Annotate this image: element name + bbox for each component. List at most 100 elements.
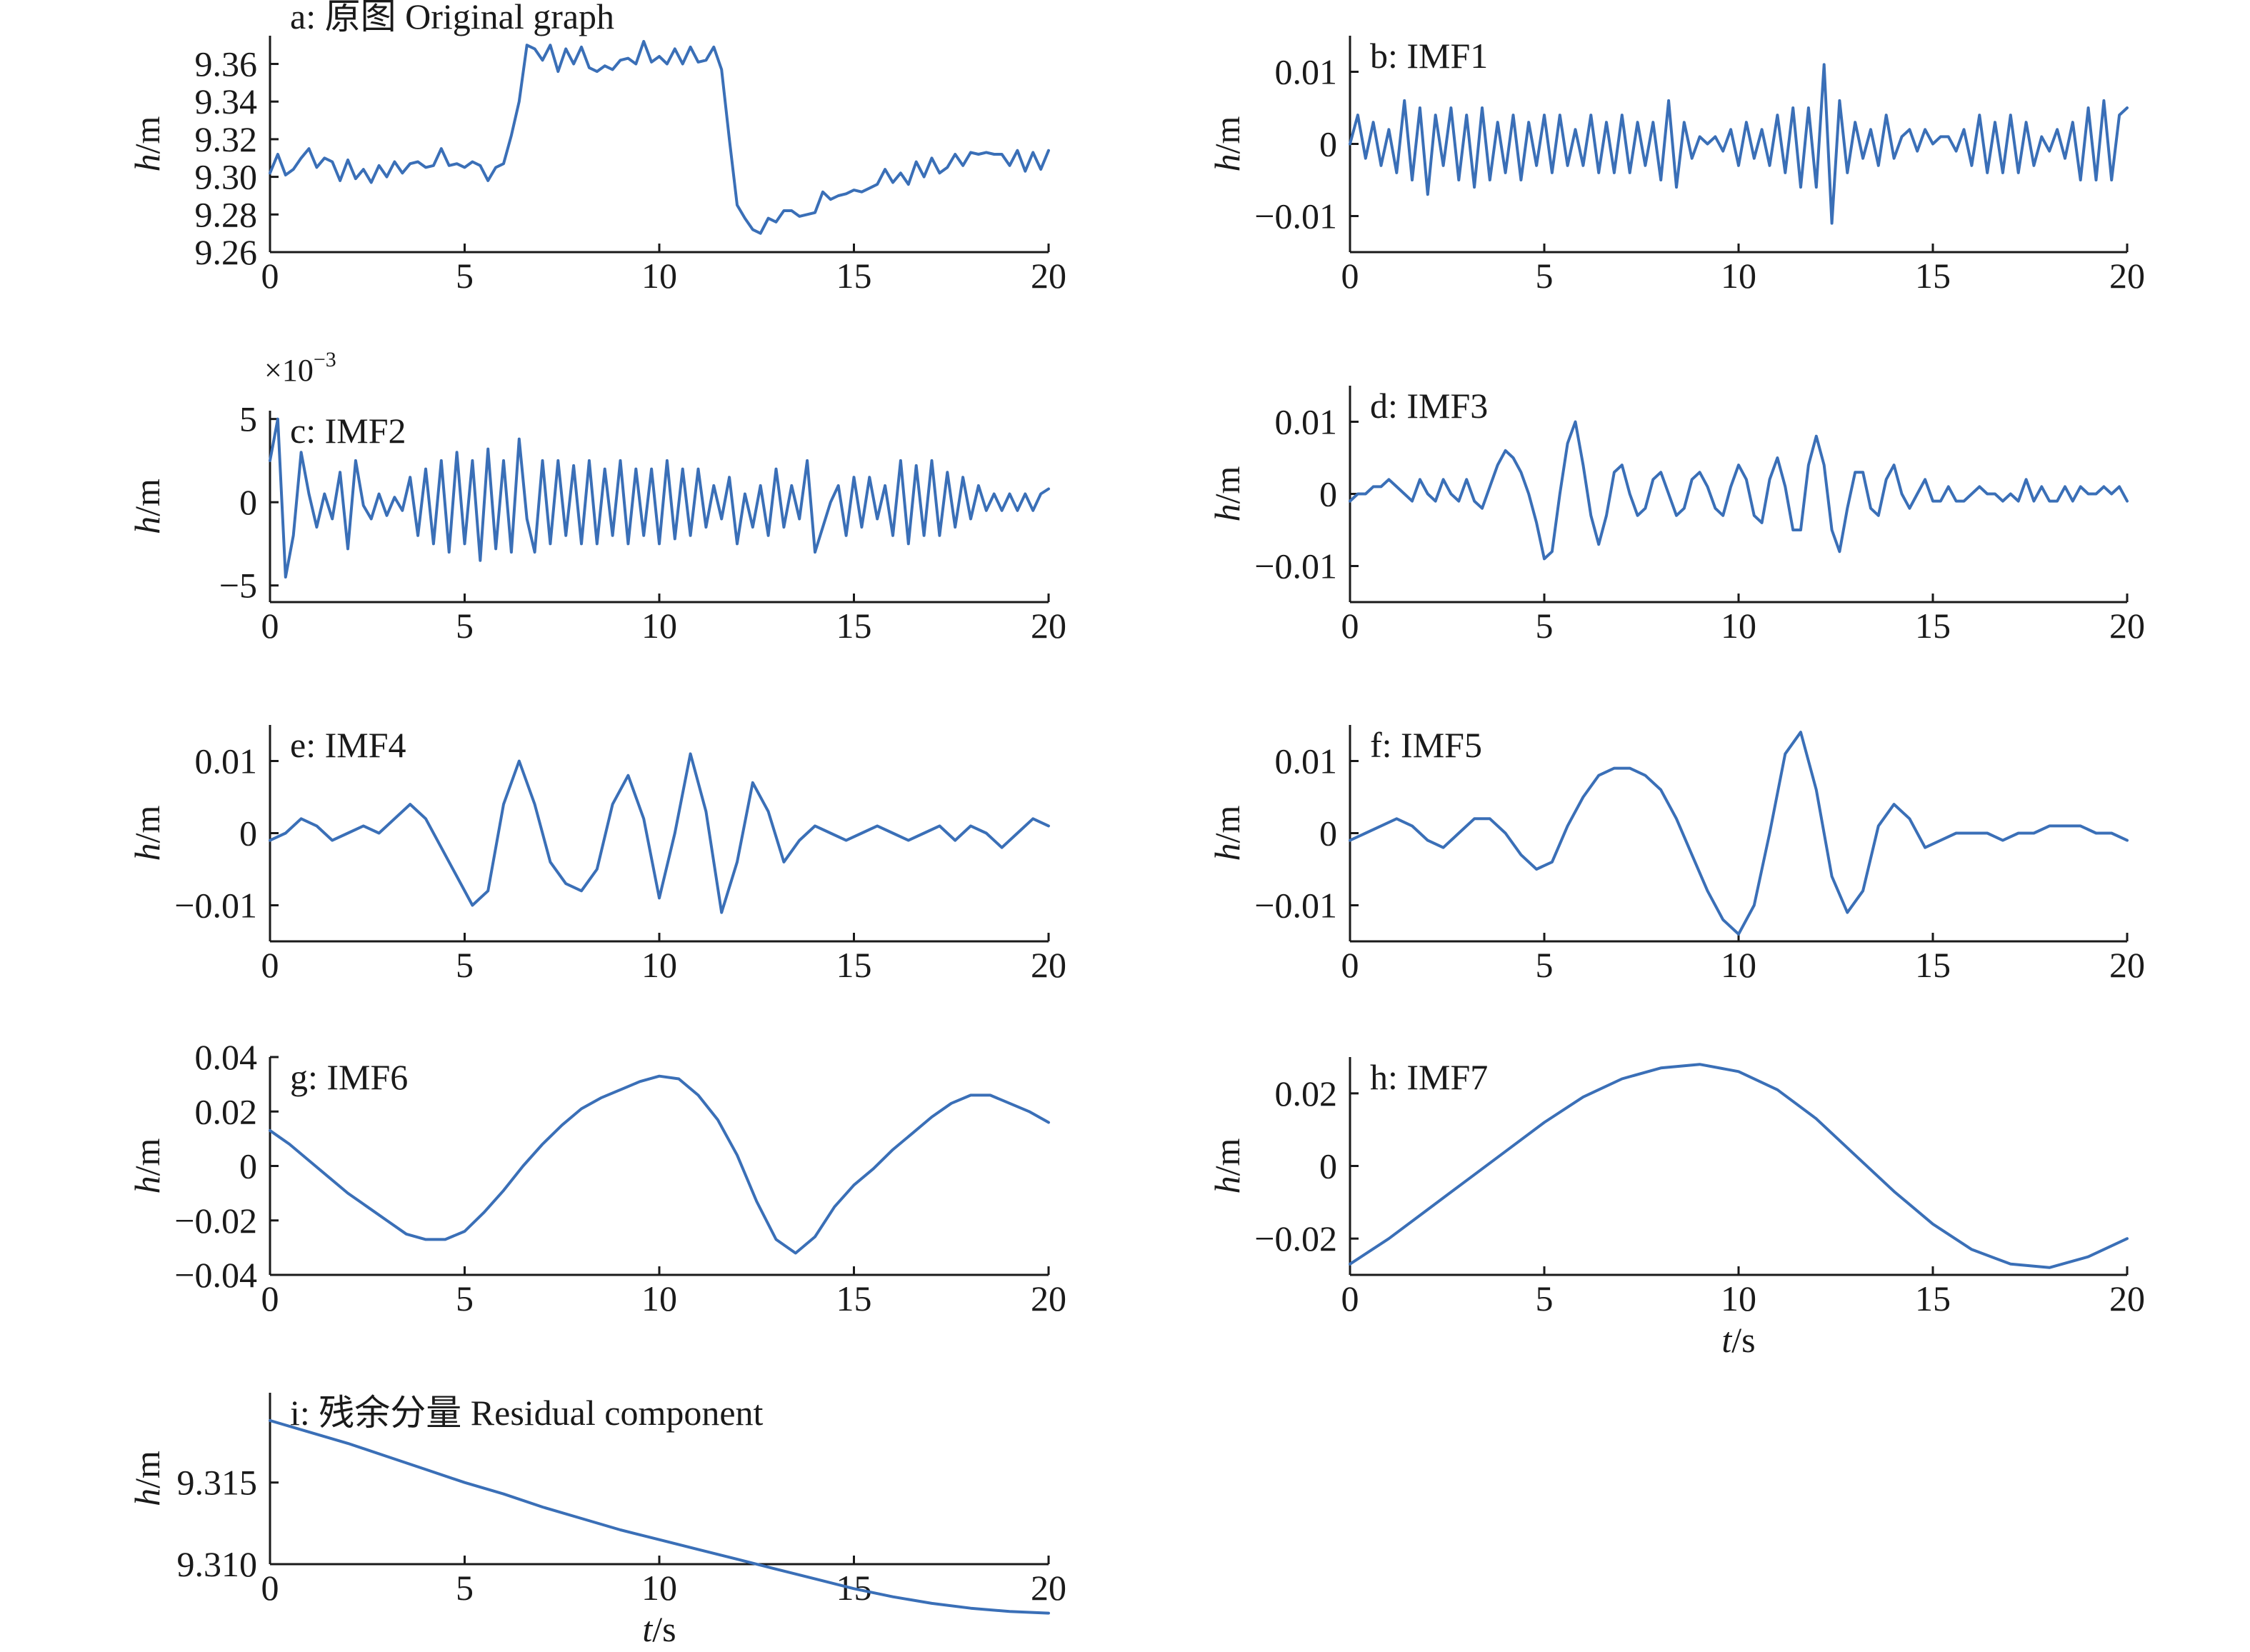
y-tick-label: 0.01 bbox=[1275, 52, 1338, 92]
y-axis-label: h/m bbox=[1207, 466, 1247, 522]
series-line-h bbox=[1349, 1063, 2129, 1269]
x-tick-label: 10 bbox=[1721, 1278, 1756, 1318]
x-tick-label: 0 bbox=[1341, 256, 1359, 296]
y-axis-label-unit: /m bbox=[1207, 116, 1247, 154]
series-line-i bbox=[269, 1418, 1050, 1615]
panel-title: a: 原图 Original graph bbox=[290, 0, 614, 36]
x-tick-label: 5 bbox=[1536, 945, 1554, 985]
x-tick-label: 0 bbox=[261, 606, 279, 646]
y-axis-label: h/m bbox=[1207, 116, 1247, 172]
x-tick-label: 5 bbox=[1536, 606, 1554, 646]
x-tick-label: 0 bbox=[1341, 606, 1359, 646]
y-tick-label: −0.04 bbox=[174, 1255, 257, 1295]
y-tick-label: 0.01 bbox=[1275, 741, 1338, 781]
x-tick-label: 5 bbox=[456, 1278, 474, 1318]
panel-title: e: IMF4 bbox=[290, 725, 406, 765]
y-axis-label: h/m bbox=[127, 116, 167, 172]
x-axis-label-variable: t bbox=[1721, 1320, 1732, 1360]
y-tick-label: 0 bbox=[239, 814, 257, 853]
y-tick-label: −0.01 bbox=[1254, 886, 1337, 926]
y-tick-label: 0.02 bbox=[1275, 1073, 1338, 1113]
y-tick-label: 9.310 bbox=[177, 1544, 258, 1584]
y-axis-label-variable: h bbox=[1207, 154, 1247, 171]
series-line-c bbox=[269, 417, 1050, 579]
panel-title: f: IMF5 bbox=[1370, 725, 1482, 765]
y-axis-label: h/m bbox=[1207, 1138, 1247, 1194]
y-axis-label: h/m bbox=[127, 1138, 167, 1194]
y-tick-label: 0.01 bbox=[1275, 402, 1338, 442]
y-axis-label-variable: h bbox=[127, 516, 167, 534]
y-axis-label: h/m bbox=[1207, 806, 1247, 861]
y-tick-label: 0 bbox=[1319, 1146, 1337, 1186]
x-axis-label-unit: /s bbox=[1731, 1320, 1755, 1360]
x-tick-label: 10 bbox=[641, 945, 677, 985]
x-tick-label: 15 bbox=[1915, 606, 1951, 646]
x-axis-label-unit: /s bbox=[652, 1609, 676, 1649]
multiplier-base: ×10 bbox=[264, 353, 314, 388]
x-tick-label: 20 bbox=[1031, 606, 1066, 646]
y-tick-label: 9.36 bbox=[195, 44, 258, 84]
y-tick-label: 5 bbox=[239, 399, 257, 439]
x-tick-label: 15 bbox=[836, 256, 872, 296]
panel-title: b: IMF1 bbox=[1370, 36, 1488, 76]
y-tick-label: 0 bbox=[239, 1146, 257, 1186]
y-axis-label-variable: h bbox=[127, 843, 167, 861]
y-tick-label: −0.01 bbox=[174, 886, 257, 926]
x-tick-label: 15 bbox=[1915, 256, 1951, 296]
series-line-e bbox=[269, 752, 1050, 914]
x-tick-label: 0 bbox=[1341, 1278, 1359, 1318]
x-axis-label: t/s bbox=[1721, 1320, 1755, 1360]
x-tick-label: 5 bbox=[1536, 256, 1554, 296]
y-tick-label: 0.02 bbox=[195, 1091, 258, 1131]
series-line-b bbox=[1349, 63, 2129, 225]
y-axis-label: h/m bbox=[127, 806, 167, 861]
panel-title: c: IMF2 bbox=[290, 411, 406, 451]
x-tick-label: 0 bbox=[261, 1568, 279, 1608]
panel-a: 0 5 10 15 20 9.269.289.309.329.349.36 a: 原图 Or… bbox=[127, 0, 1066, 296]
x-tick-label: 10 bbox=[641, 606, 677, 646]
x-tick-label: 0 bbox=[1341, 945, 1359, 985]
x-axis-label: t/s bbox=[642, 1609, 676, 1649]
x-tick-label: 0 bbox=[261, 256, 279, 296]
y-axis-label-unit: /m bbox=[1207, 1138, 1247, 1176]
y-axis-label-unit: /m bbox=[1207, 806, 1247, 843]
x-tick-label: 20 bbox=[2109, 256, 2145, 296]
x-tick-label: 15 bbox=[1915, 945, 1951, 985]
y-tick-label: −5 bbox=[219, 566, 257, 606]
x-tick-label: 10 bbox=[641, 1278, 677, 1318]
y-axis-label-variable: h bbox=[1207, 1176, 1247, 1193]
y-axis-label-variable: h bbox=[127, 1176, 167, 1193]
y-axis-label-unit: /m bbox=[127, 116, 167, 154]
y-tick-label: 0 bbox=[1319, 124, 1337, 164]
x-tick-label: 20 bbox=[1031, 1278, 1066, 1318]
panel-title: d: IMF3 bbox=[1370, 386, 1488, 426]
x-tick-label: 15 bbox=[836, 945, 872, 985]
y-tick-label: −0.02 bbox=[1254, 1218, 1337, 1258]
x-tick-label: 5 bbox=[456, 1568, 474, 1608]
x-axis-label-variable: t bbox=[642, 1609, 653, 1649]
x-tick-label: 20 bbox=[1031, 1568, 1066, 1608]
x-tick-label: 5 bbox=[1536, 1278, 1554, 1318]
panel-title: i: 残余分量 Residual component bbox=[290, 1393, 764, 1433]
x-tick-label: 5 bbox=[456, 606, 474, 646]
x-tick-label: 10 bbox=[1721, 945, 1756, 985]
series-line-g bbox=[269, 1074, 1050, 1255]
series-line-f bbox=[1349, 731, 2129, 936]
y-axis-multiplier: ×10−3 bbox=[264, 348, 336, 388]
y-axis-label-unit: /m bbox=[127, 1451, 167, 1488]
y-axis-label-variable: h bbox=[1207, 504, 1247, 521]
series-line-d bbox=[1349, 420, 2129, 561]
y-tick-label: −0.02 bbox=[174, 1201, 257, 1241]
x-tick-label: 10 bbox=[641, 256, 677, 296]
y-tick-label: 0 bbox=[239, 482, 257, 522]
panel-title: h: IMF7 bbox=[1370, 1057, 1488, 1097]
y-tick-label: 0.01 bbox=[195, 741, 258, 781]
y-axis-label: h/m bbox=[127, 479, 167, 534]
x-tick-label: 10 bbox=[1721, 606, 1756, 646]
